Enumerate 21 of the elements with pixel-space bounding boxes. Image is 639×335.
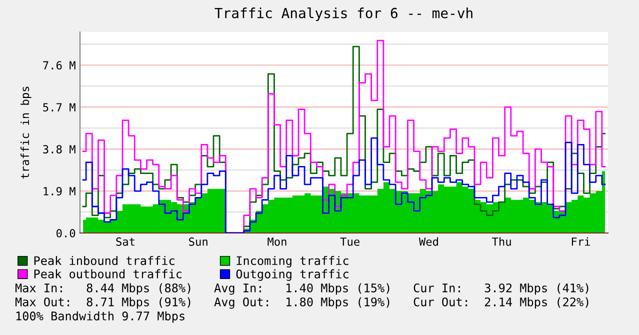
legend-label: Outgoing traffic <box>236 269 348 281</box>
x-tick-label: Fri <box>572 237 590 246</box>
text: Max In: 8.44 Mbps (88%) Avg In: 1.40 Mbps (15%) Cur In: 3.92 Mbps (41%) <box>15 283 588 295</box>
chart-title: Traffic Analysis for 6 -- me-vh <box>214 7 472 21</box>
text: Max Out: 8.71 Mbps (91%) Avg Out: 1.80 Mbps (19%) Cur Out: 2.14 Mbps (22%) <box>15 297 588 309</box>
x-tick-label: Mon <box>268 238 286 246</box>
legend-label: Peak inbound traffic <box>34 256 174 266</box>
legend-label: Incoming traffic <box>236 256 348 268</box>
text: 100% Bandwidth 9.77 Mbps <box>16 311 184 323</box>
x-tick-label: Sat <box>116 237 134 246</box>
y-tick-label: 3.8 M <box>43 145 76 154</box>
x-tick-label: Thu <box>492 237 511 246</box>
x-tick-label: Tue <box>340 238 360 246</box>
y-tick-label: 7.6 M <box>43 61 76 70</box>
x-tick-label: Wed <box>418 237 438 246</box>
y-tick-label: 5.7 M <box>43 103 76 112</box>
y-tick-label: 0.0 <box>56 229 76 238</box>
y-axis-title: traffic in bps <box>20 86 32 179</box>
x-tick-label: Sun <box>189 237 208 246</box>
legend-label: Peak outbound traffic <box>34 269 182 278</box>
y-tick-label: 1.9 M <box>44 187 76 196</box>
